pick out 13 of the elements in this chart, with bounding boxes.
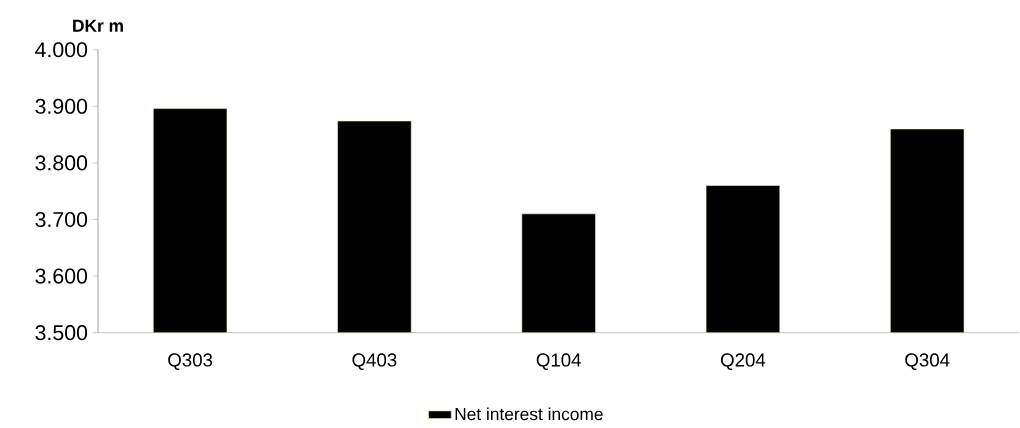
y-tick-label: 3.900 bbox=[35, 98, 88, 114]
legend-label: Net interest income bbox=[455, 407, 603, 421]
y-tick-label: 3.800 bbox=[35, 155, 88, 171]
x-tick-label: Q204 bbox=[720, 353, 766, 370]
y-axis-title: DKr m bbox=[73, 19, 123, 32]
x-tick-label: Q304 bbox=[905, 353, 950, 370]
y-tick-label: 4.000 bbox=[35, 42, 88, 58]
y-tick-label: 3.600 bbox=[35, 268, 88, 284]
x-tick-label: Q104 bbox=[536, 353, 581, 370]
x-tick-label: Q303 bbox=[168, 353, 213, 370]
y-tick-label: 3.500 bbox=[35, 325, 88, 341]
y-tick-label: 3.700 bbox=[35, 211, 88, 228]
x-tick-label: Q403 bbox=[352, 353, 397, 370]
